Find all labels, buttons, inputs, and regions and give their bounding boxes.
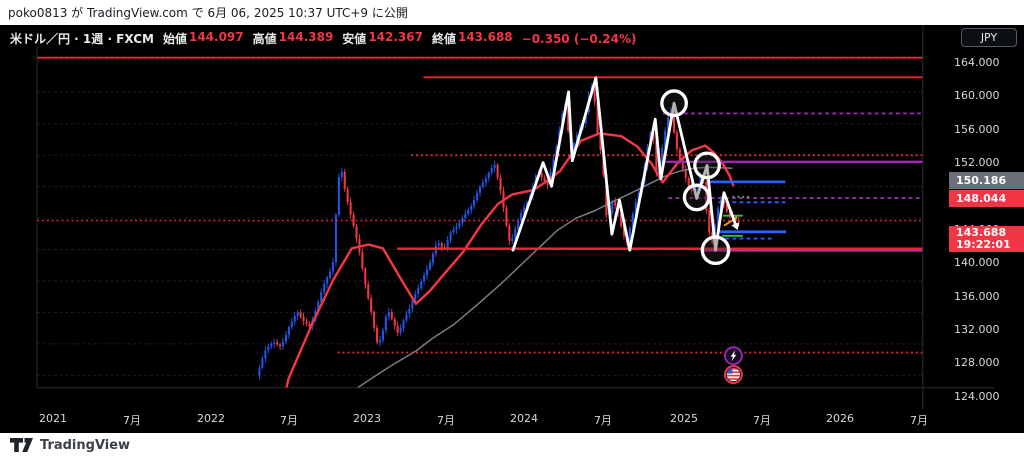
time-tick-label: 2022 — [197, 412, 225, 425]
ohlc-open: 始値 144.097 — [162, 30, 244, 46]
level-lines — [37, 56, 923, 354]
symbol-legend[interactable]: 米ドル／円 · 1週 · FXCM 始値 144.097 高値 144.389 安値… — [10, 30, 636, 47]
ma-slow-line — [356, 166, 733, 388]
time-tick-label: 2024 — [510, 412, 538, 425]
price-tick-label: 140.000 — [954, 256, 1000, 270]
footer: TradingView — [0, 433, 1024, 457]
price-tick-label: 160.000 — [954, 89, 1000, 103]
price-tick-label: 136.000 — [954, 289, 1000, 303]
time-tick-label: 7月 — [123, 414, 141, 427]
price-level-badge: 150.186 — [949, 171, 1024, 189]
price-chart[interactable] — [0, 25, 1024, 433]
price-tick-label: 132.000 — [954, 323, 1000, 337]
price-tick-label: 152.000 — [954, 156, 1000, 170]
ohlc-close: 終値 143.688 — [431, 30, 513, 46]
time-tick-label: 7月 — [280, 414, 298, 427]
time-tick-label: 2023 — [353, 412, 381, 425]
circle-markers — [660, 89, 731, 266]
time-tick-label: 7月 — [594, 414, 612, 427]
tradingview-logo-icon[interactable] — [10, 438, 33, 452]
chart-widget: 米ドル／円 · 1週 · FXCM 始値 144.097 高値 144.389 安値… — [0, 25, 1024, 433]
publish-bar: poko0813 が TradingView.com で 6月 06, 2025… — [0, 0, 1024, 25]
price-tick-label: 164.000 — [954, 56, 1000, 69]
time-tick-label: 7月 — [753, 414, 771, 427]
price-level-badge: 148.044 — [949, 189, 1024, 207]
candlesticks — [258, 83, 740, 380]
last-price-countdown-badge: 143.688 19:22:01 — [949, 226, 1024, 252]
brand-name[interactable]: TradingView — [40, 437, 131, 453]
time-tick-label: 2026 — [826, 412, 854, 425]
price-tick-label: 156.000 — [954, 122, 1000, 136]
price-change: −0.350 (−0.24%) — [521, 31, 637, 46]
symbol-title: 米ドル／円 · 1週 · FXCM — [10, 32, 154, 46]
publish-text: poko0813 が TradingView.com で 6月 06, 2025… — [8, 6, 408, 20]
time-tick-label: 2021 — [39, 412, 67, 425]
arrowhead — [731, 222, 740, 231]
ohlc-low: 安値 142.367 — [342, 30, 423, 46]
price-tick-label: 128.000 — [954, 356, 1000, 370]
currency-toggle-button[interactable]: JPY — [961, 28, 1017, 47]
time-tick-label: 2025 — [670, 412, 698, 425]
price-tick-label: 124.000 — [954, 389, 1000, 403]
event-icons — [724, 346, 743, 385]
time-tick-label: 7月 — [910, 414, 928, 427]
grid-lines — [37, 60, 923, 376]
time-tick-label: 7月 — [437, 414, 455, 427]
axis-borders — [36, 25, 995, 410]
ohlc-high: 高値 144.389 — [252, 30, 334, 46]
